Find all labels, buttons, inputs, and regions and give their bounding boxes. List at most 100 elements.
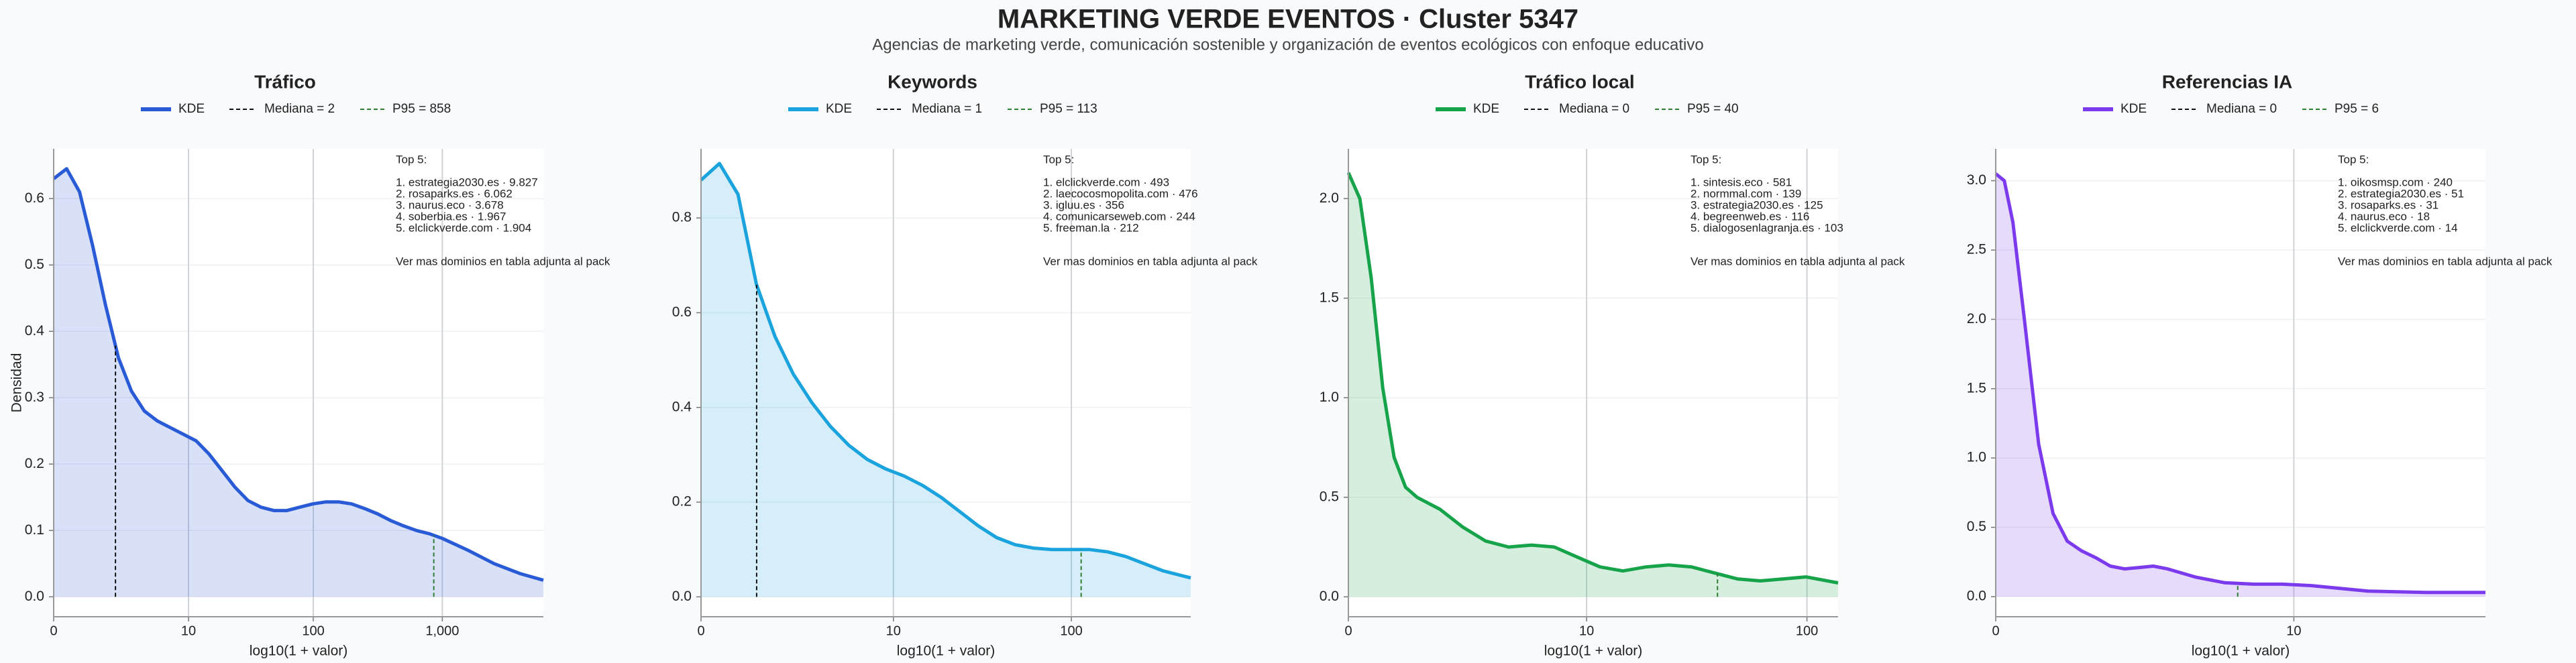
annotation-line: 1. sintesis.eco · 581 — [1690, 176, 1792, 188]
y-tick-label: 0.5 — [1967, 519, 1986, 534]
x-tick-label: 10 — [2286, 623, 2301, 638]
x-axis-label: log10(1 + valor) — [1544, 644, 1643, 659]
annotation-title: Top 5: — [2338, 153, 2369, 166]
x-tick-label: 0 — [1992, 623, 1999, 638]
panel-title: Tráfico — [254, 71, 316, 92]
y-tick-label: 0.2 — [25, 456, 44, 471]
y-tick-label: 2.0 — [1320, 190, 1339, 206]
y-axis-label: Densidad — [9, 353, 25, 413]
legend-label: P95 = 40 — [1687, 102, 1739, 116]
x-tick-label: 10 — [886, 623, 901, 638]
annotation-title: Top 5: — [1690, 153, 1721, 166]
y-tick-label: 1.0 — [1320, 389, 1339, 405]
y-tick-label: 1.5 — [1967, 380, 1986, 396]
panel-title: Referencias IA — [2162, 71, 2293, 92]
y-tick-label: 0.6 — [25, 190, 44, 206]
legend-label: KDE — [2121, 102, 2147, 116]
figure-title: MARKETING VERDE EVENTOS · Cluster 5347 — [998, 5, 1578, 34]
y-tick-label: 2.5 — [1967, 242, 1986, 257]
annotation-line: 3. naurus.eco · 3.678 — [396, 198, 504, 211]
annotation-line: 3. rosaparks.es · 31 — [2338, 198, 2438, 211]
legend-label: KDE — [178, 102, 205, 116]
kde-line — [1994, 172, 2485, 595]
x-tick-label: 10 — [181, 623, 196, 638]
annotation-line: 1. estrategia2030.es · 9.827 — [396, 176, 538, 188]
annotation-note: Ver mas dominios en tabla adjunta al pac… — [2338, 255, 2553, 267]
y-tick-label: 0.4 — [672, 399, 692, 414]
y-tick-label: 0.0 — [1320, 589, 1339, 604]
annotation-line: 4. naurus.eco · 18 — [2338, 210, 2430, 223]
legend-label: KDE — [1473, 102, 1499, 116]
annotation-line: 4. begreenweb.es · 116 — [1690, 210, 1809, 223]
x-axis-label: log10(1 + valor) — [897, 644, 996, 659]
y-tick-label: 0.0 — [672, 589, 692, 604]
y-tick-label: 0.3 — [25, 389, 44, 405]
y-tick-label: 0.5 — [1320, 489, 1339, 504]
kde-area — [1348, 172, 1838, 597]
annotation-line: 1. elclickverde.com · 493 — [1043, 176, 1169, 188]
plot-area — [54, 149, 543, 617]
annotation-note: Ver mas dominios en tabla adjunta al pac… — [1690, 255, 1905, 267]
annotation-title: Top 5: — [1043, 153, 1074, 166]
annotation-line: 4. comunicarseweb.com · 244 — [1043, 210, 1195, 223]
legend-label: P95 = 6 — [2334, 102, 2379, 116]
x-tick-label: 100 — [1796, 623, 1818, 638]
y-tick-label: 0.5 — [25, 257, 44, 272]
x-tick-label: 10 — [1579, 623, 1594, 638]
x-tick-label: 100 — [1060, 623, 1082, 638]
y-tick-label: 1.0 — [1967, 450, 1986, 465]
x-tick-label: 0 — [1344, 623, 1352, 638]
kde-area — [1996, 174, 2485, 597]
annotation-line: 5. dialogosenlagranja.es · 103 — [1690, 221, 1843, 234]
legend-label: Mediana = 0 — [1559, 102, 1629, 116]
annotation-line: 5. elclickverde.com · 14 — [2338, 221, 2458, 234]
annotation-line: 5. freeman.la · 212 — [1043, 221, 1139, 234]
y-tick-label: 0.0 — [25, 589, 44, 604]
kde-line — [52, 167, 544, 582]
panel-title: Keywords — [888, 71, 977, 92]
x-tick-label: 0 — [50, 623, 57, 638]
x-axis-label: log10(1 + valor) — [250, 644, 348, 659]
panel-title: Tráfico local — [1525, 71, 1634, 92]
y-tick-label: 0.4 — [25, 323, 45, 339]
kde-line — [700, 162, 1191, 580]
plot-area — [1348, 149, 1838, 617]
annotation-line: 3. estrategia2030.es · 125 — [1690, 198, 1823, 211]
y-tick-label: 2.0 — [1967, 311, 1986, 326]
y-tick-label: 0.6 — [672, 304, 692, 320]
legend-label: P95 = 113 — [1040, 102, 1097, 116]
annotation-line: 2. normmal.com · 139 — [1690, 187, 1801, 200]
annotation-line: 5. elclickverde.com · 1.904 — [396, 221, 531, 234]
x-tick-label: 0 — [697, 623, 704, 638]
legend-label: Mediana = 1 — [912, 102, 982, 116]
y-tick-label: 0.8 — [672, 210, 692, 225]
annotation-note: Ver mas dominios en tabla adjunta al pac… — [1043, 255, 1258, 267]
legend-label: Mediana = 2 — [264, 102, 335, 116]
y-tick-label: 0.1 — [25, 522, 44, 538]
legend-label: P95 = 858 — [392, 102, 451, 116]
annotation-line: 4. soberbia.es · 1.967 — [396, 210, 506, 223]
y-tick-label: 0.2 — [672, 494, 692, 509]
figure-subtitle: Agencias de marketing verde, comunicació… — [872, 36, 1703, 54]
y-tick-label: 1.5 — [1320, 290, 1339, 305]
plot-area — [1996, 149, 2485, 617]
legend-label: KDE — [826, 102, 852, 116]
plot-area — [701, 149, 1191, 617]
annotation-note: Ver mas dominios en tabla adjunta al pac… — [396, 255, 610, 267]
annotation-line: 2. laecocosmopolita.com · 476 — [1043, 187, 1198, 200]
annotation-line: 2. rosaparks.es · 6.062 — [396, 187, 513, 200]
annotation-line: 1. oikosmsp.com · 240 — [2338, 176, 2453, 188]
x-axis-label: log10(1 + valor) — [2192, 644, 2290, 659]
annotation-title: Top 5: — [396, 153, 427, 166]
legend-label: Mediana = 0 — [2206, 102, 2277, 116]
y-tick-label: 0.0 — [1967, 589, 1986, 604]
annotation-line: 3. igluu.es · 356 — [1043, 198, 1124, 211]
y-tick-label: 3.0 — [1967, 172, 1986, 188]
kde-area — [54, 168, 543, 597]
x-tick-label: 100 — [302, 623, 324, 638]
x-tick-label: 1,000 — [425, 623, 459, 638]
annotation-line: 2. estrategia2030.es · 51 — [2338, 187, 2464, 200]
kde-line — [1346, 172, 1839, 585]
kde-area — [701, 163, 1191, 597]
